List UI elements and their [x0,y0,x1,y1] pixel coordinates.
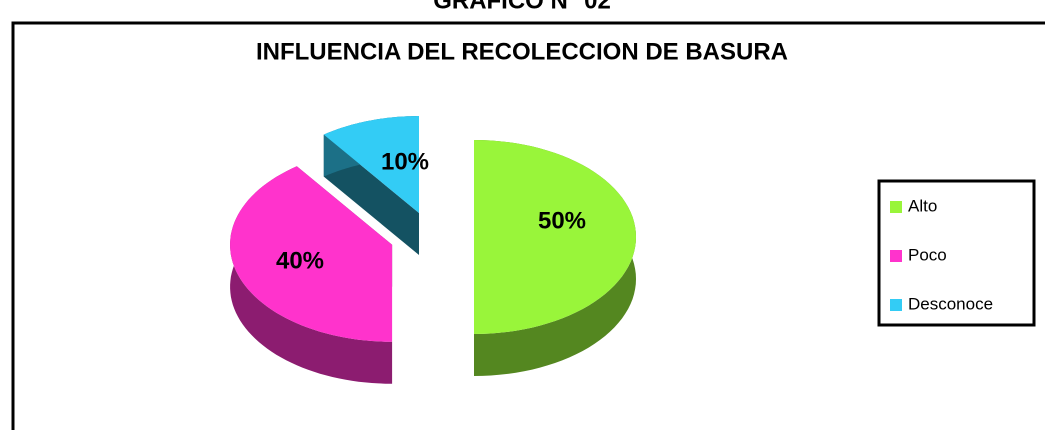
legend-swatch [890,201,902,213]
chart-title: INFLUENCIA DEL RECOLECCION DE BASURA [256,38,788,65]
data-label: 10% [381,148,429,175]
chart-frame [11,21,1045,430]
legend-label: Poco [908,245,947,264]
data-label: 40% [276,247,324,274]
data-label: 50% [538,207,586,234]
legend-label: Alto [908,196,937,215]
slice [230,166,393,342]
slice [474,140,636,334]
legend-swatch [890,250,902,262]
legend-label: Desconoce [908,294,993,313]
legend [877,179,1036,327]
legend-swatch [890,299,902,311]
heading: GRAFICO N° 02 [433,0,611,14]
slice [323,116,419,213]
